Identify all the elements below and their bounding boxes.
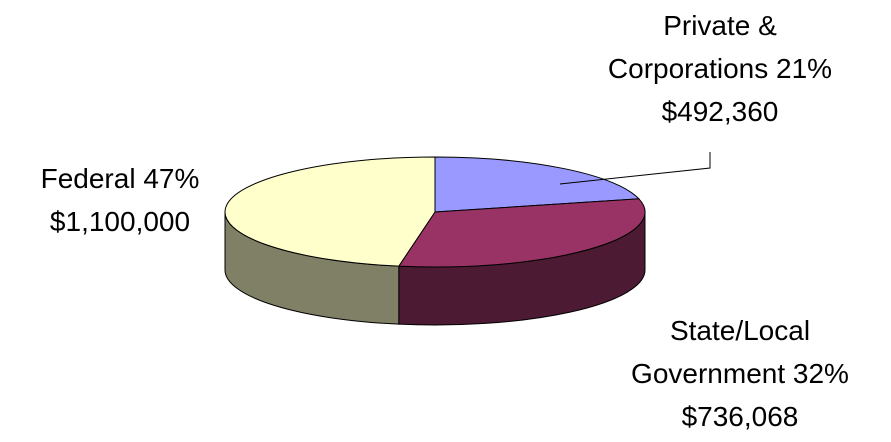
slice: [397, 198, 646, 268]
slice-label: Federal 47% $1,100,000: [5, 157, 235, 243]
slice-label: Private & Corporations 21% $492,360: [600, 4, 840, 133]
pie-tops: [224, 156, 646, 268]
value-label: $492,360: [661, 96, 779, 127]
category-label: Federal: [40, 163, 136, 194]
value-label: $1,100,000: [49, 206, 191, 237]
slice: [224, 156, 436, 267]
percent-label: 32%: [792, 358, 849, 389]
slice: [434, 156, 640, 213]
value-label: $736,068: [681, 401, 799, 432]
category-label: State/Local Government: [631, 315, 811, 389]
slice-label: State/Local Government 32% $736,068: [620, 309, 860, 438]
percent-label: 21%: [776, 53, 833, 84]
category-label: Private & Corporations: [607, 10, 777, 84]
leader-line: [559, 152, 711, 185]
percent-label: 47%: [143, 163, 200, 194]
